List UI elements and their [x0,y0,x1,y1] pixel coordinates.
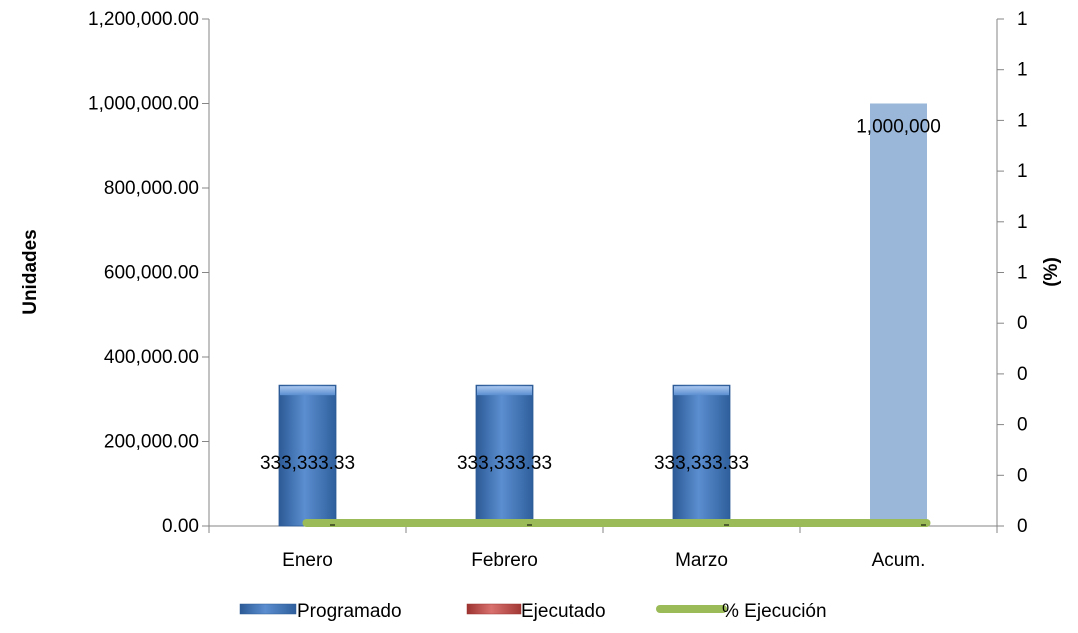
data-label: 1,000,000 [856,117,941,138]
x-axis-ticks: Enero Febrero Marzo Acum. [208,526,998,571]
legend-label-ejecutado: Ejecutado [521,601,606,622]
legend-label-programado: Programado [297,601,402,622]
y-tick-label: 800,000.00 [104,178,199,199]
y-axis-left-ticks: 0.00 200,000.00 400,000.00 600,000.00 800,00… [88,9,209,537]
data-labels: 333,333.33 333,333.33 333,333.33 1,000,000 [260,117,941,526]
y2-tick-label: 1 [1017,263,1028,284]
y-tick-label: 400,000.00 [104,347,199,368]
y-tick-label: 200,000.00 [104,432,199,453]
y-axis-right-ticks: 0 0 0 0 0 1 1 1 1 1 1 [997,9,1028,537]
y-tick-label: 600,000.00 [104,263,199,284]
y-tick-label: 1,000,000.00 [88,94,199,115]
data-label: 333,333.33 [260,453,355,474]
y2-tick-label: 0 [1017,415,1028,436]
x-tick-label: Acum. [872,550,926,571]
bars [278,103,927,527]
y2-axis-title: (%) [1041,257,1062,287]
legend-swatch-ejecutado [466,603,522,615]
y2-tick-label: 1 [1017,60,1028,81]
y-tick-label: 1,200,000.00 [88,9,199,30]
y2-tick-label: 0 [1017,364,1028,385]
bar-programado-cap [477,386,532,396]
bar-programado [475,384,534,527]
y2-tick-label: 0 [1017,465,1028,486]
y2-tick-label: 0 [1017,313,1028,334]
bar-programado [870,103,927,526]
legend-swatch-programado [239,603,297,615]
y-axis-title: Unidades [20,229,41,315]
data-label: 333,333.33 [654,453,749,474]
y2-tick-label: 0 [1017,516,1028,537]
bar-programado-cap [674,386,729,396]
legend: Programado Ejecutado % Ejecución [239,601,827,622]
y2-tick-label: 1 [1017,110,1028,131]
x-tick-label: Enero [282,550,333,571]
y2-tick-label: 1 [1017,161,1028,182]
x-tick-label: Febrero [471,550,538,571]
bar-programado-cap [280,386,335,396]
legend-label-ejecucion: % Ejecución [722,601,827,622]
y2-tick-label: 1 [1017,9,1028,30]
y-tick-label: 0.00 [162,516,199,537]
x-tick-label: Marzo [675,550,728,571]
data-label: 333,333.33 [457,453,552,474]
y2-tick-label: 1 [1017,212,1028,233]
